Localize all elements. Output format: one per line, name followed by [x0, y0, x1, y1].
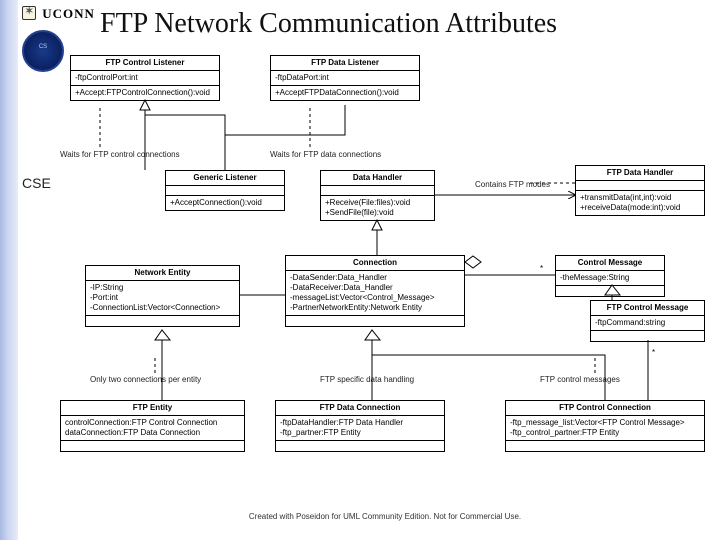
note-ftp-data-handling: FTP specific data handling: [320, 375, 414, 384]
class-op: +Receive(File:files):void: [325, 198, 430, 208]
class-data-handler: Data Handler +Receive(File:files):void +…: [320, 170, 435, 221]
class-op: +AcceptConnection():void: [170, 198, 280, 208]
class-name: Control Message: [556, 256, 664, 271]
note-data-listener: Waits for FTP data connections: [270, 150, 381, 159]
class-connection: Connection -DataSender:Data_Handler -Dat…: [285, 255, 465, 327]
class-name: Generic Listener: [166, 171, 284, 186]
class-name: FTP Control Message: [591, 301, 704, 316]
class-attr: -messageList:Vector<Control_Message>: [290, 293, 460, 303]
class-attr: controlConnection:FTP Control Connection: [65, 418, 240, 428]
class-attr: -ftp_message_list:Vector<FTP Control Mes…: [510, 418, 700, 428]
class-op: +receiveData(mode:int):void: [580, 203, 700, 213]
class-ftp-control-connection: FTP Control Connection -ftp_message_list…: [505, 400, 705, 452]
class-name: Data Handler: [321, 171, 434, 186]
note-ftp-modes: Contains FTP modes: [475, 180, 550, 189]
svg-text:*: *: [540, 264, 543, 273]
class-op: +SendFile(file):void: [325, 208, 430, 218]
class-attr: -IP:String: [90, 283, 235, 293]
class-attr: -ftpControlPort:int: [75, 73, 215, 83]
note-control-listener: Waits for FTP control connections: [60, 150, 180, 159]
class-attr: -ftpDataHandler:FTP Data Handler: [280, 418, 440, 428]
class-attr: -ftpCommand:string: [595, 318, 700, 328]
diagram-footer: Created with Poseidon for UML Community …: [249, 512, 521, 521]
cs-department-logo-icon: CS: [22, 30, 64, 72]
class-attr: dataConnection:FTP Data Connection: [65, 428, 240, 438]
uconn-text: UCONN: [42, 6, 95, 21]
class-attr: -DataReceiver:Data_Handler: [290, 283, 460, 293]
uconn-brand: UCONN: [22, 6, 95, 22]
class-op: +transmitData(int,int):void: [580, 193, 700, 203]
class-name: FTP Data Handler: [576, 166, 704, 181]
cse-label: CSE: [22, 175, 51, 191]
class-attr: -ftp_partner:FTP Entity: [280, 428, 440, 438]
svg-text:*: *: [652, 348, 655, 357]
class-attr: -ftpDataPort:int: [275, 73, 415, 83]
class-attr: -DataSender:Data_Handler: [290, 273, 460, 283]
class-name: Network Entity: [86, 266, 239, 281]
note-two-connections: Only two connections per entity: [90, 375, 201, 384]
class-name: Connection: [286, 256, 464, 271]
class-generic-listener: Generic Listener +AcceptConnection():voi…: [165, 170, 285, 211]
class-name: FTP Data Connection: [276, 401, 444, 416]
class-name: FTP Entity: [61, 401, 244, 416]
class-name: FTP Control Listener: [71, 56, 219, 71]
class-ftp-control-listener: FTP Control Listener -ftpControlPort:int…: [70, 55, 220, 101]
class-ftp-entity: FTP Entity controlConnection:FTP Control…: [60, 400, 245, 452]
class-name: FTP Data Listener: [271, 56, 419, 71]
class-attr: -ConnectionList:Vector<Connection>: [90, 303, 235, 313]
class-ftp-data-listener: FTP Data Listener -ftpDataPort:int +Acce…: [270, 55, 420, 101]
class-attr: -Port:int: [90, 293, 235, 303]
class-attr: -ftp_control_partner:FTP Entity: [510, 428, 700, 438]
class-op: +AcceptFTPDataConnection():void: [275, 88, 415, 98]
class-attr: -theMessage:String: [560, 273, 660, 283]
class-op: +Accept:FTPControlConnection():void: [75, 88, 215, 98]
class-ftp-control-message: FTP Control Message -ftpCommand:string: [590, 300, 705, 342]
class-ftp-data-handler: FTP Data Handler +transmitData(int,int):…: [575, 165, 705, 216]
class-network-entity: Network Entity -IP:String -Port:int -Con…: [85, 265, 240, 327]
uml-diagram: FTP Control Listener -ftpControlPort:int…: [60, 55, 710, 525]
class-ftp-data-connection: FTP Data Connection -ftpDataHandler:FTP …: [275, 400, 445, 452]
note-ftp-control-messages: FTP control messages: [540, 375, 620, 384]
class-control-message: Control Message -theMessage:String: [555, 255, 665, 297]
page-title: FTP Network Communication Attributes: [100, 8, 557, 40]
class-attr: -PartnerNetworkEntity:Network Entity: [290, 303, 460, 313]
class-name: FTP Control Connection: [506, 401, 704, 416]
left-gradient-strip: [0, 0, 18, 540]
uconn-seal-icon: [22, 6, 36, 20]
